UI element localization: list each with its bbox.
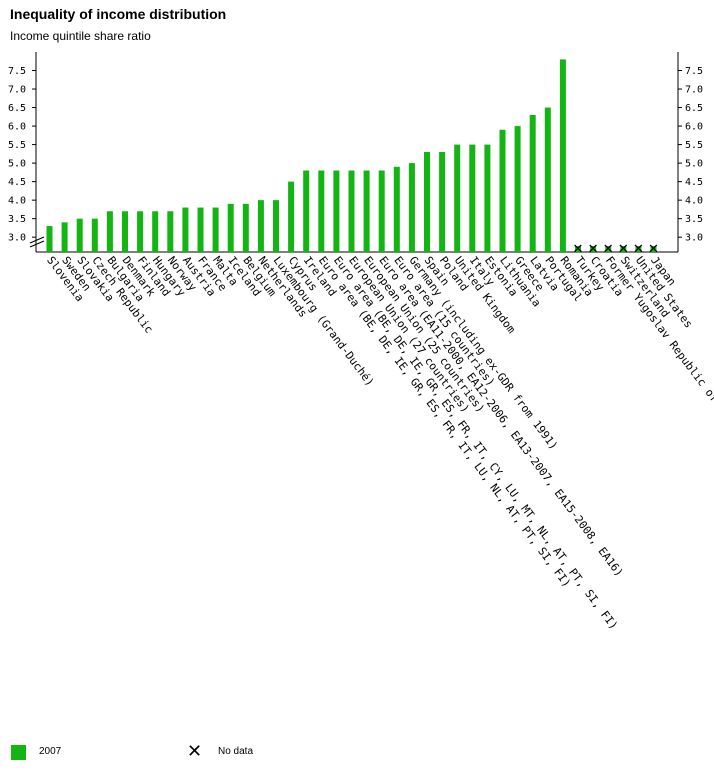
y-tick-label-right: 3.0 [685, 233, 703, 244]
y-tick-label-left: 4.5 [8, 177, 26, 188]
chart-subtitle: Income quintile share ratio [10, 29, 151, 43]
bar [288, 181, 295, 252]
y-tick-label-right: 4.5 [685, 177, 703, 188]
bar [91, 218, 98, 252]
y-tick-label-left: 4.0 [8, 196, 26, 207]
no-data-marker: ✕ [573, 242, 584, 257]
nodata-bar-stub [590, 246, 597, 252]
bar [439, 152, 446, 252]
nodata-bar-stub [620, 246, 627, 252]
bar [333, 170, 340, 252]
bar [106, 211, 113, 252]
y-tick-label-right: 6.5 [685, 103, 703, 114]
bar [182, 207, 189, 252]
bar [514, 126, 521, 252]
bar [167, 211, 174, 252]
y-tick-label-left: 3.0 [8, 233, 26, 244]
bar [212, 207, 219, 252]
y-tick-label-left: 6.5 [8, 103, 26, 114]
no-data-marker: ✕ [633, 242, 644, 257]
bar [408, 163, 415, 252]
nodata-bar-stub [605, 246, 612, 252]
bar [257, 200, 264, 252]
bar [363, 170, 370, 252]
y-tick-label-left: 3.5 [8, 214, 26, 225]
x-category-label: Euro area (BE, DE, IE, GR, ES, FR, IT, C… [331, 254, 620, 632]
bar [424, 152, 430, 252]
y-tick-label-left: 7.5 [8, 66, 26, 77]
bar [273, 200, 279, 252]
bar [559, 59, 566, 252]
bar [454, 144, 461, 252]
y-tick-label-right: 7.5 [685, 66, 703, 77]
y-tick-label-left: 7.0 [8, 85, 26, 96]
bar [122, 211, 128, 252]
nodata-bar-stub [575, 246, 581, 252]
axis-break-mark [29, 240, 45, 248]
y-tick-label-right: 6.0 [685, 122, 703, 133]
bar [544, 107, 551, 252]
chart-title: Inequality of income distribution [10, 6, 227, 22]
y-tick-label-right: 5.0 [685, 159, 703, 170]
bar [137, 211, 144, 252]
no-data-marker: ✕ [588, 242, 599, 257]
bar [348, 170, 355, 252]
bar [46, 226, 53, 252]
bar [242, 203, 249, 252]
bar [152, 211, 159, 252]
axis-break-mark [29, 236, 45, 244]
nodata-bar-stub [635, 246, 642, 252]
bar [197, 207, 204, 252]
bar [469, 144, 476, 252]
bar [529, 114, 536, 253]
x-category-label: Euro area (EA11-2000, EA12-2006, EA13-20… [376, 254, 626, 579]
no-data-marker: ✕ [603, 242, 614, 257]
y-tick-label-left: 5.0 [8, 159, 26, 170]
y-tick-label-left: 6.0 [8, 122, 26, 133]
y-tick-label-left: 5.5 [8, 140, 26, 151]
y-tick-label-right: 4.0 [685, 196, 703, 207]
bar [76, 218, 83, 252]
bar [499, 129, 506, 252]
no-data-marker: ✕ [618, 242, 629, 257]
bar [227, 203, 234, 252]
bar [318, 170, 325, 252]
bar [393, 166, 400, 252]
bar [303, 170, 310, 252]
y-tick-label-right: 7.0 [685, 85, 703, 96]
no-data-marker: ✕ [648, 242, 659, 257]
y-tick-label-right: 3.5 [685, 214, 703, 225]
nodata-bar-stub [650, 246, 657, 252]
bar [484, 144, 491, 252]
y-tick-label-right: 5.5 [685, 140, 703, 151]
bar [61, 222, 68, 252]
bar [378, 170, 385, 252]
